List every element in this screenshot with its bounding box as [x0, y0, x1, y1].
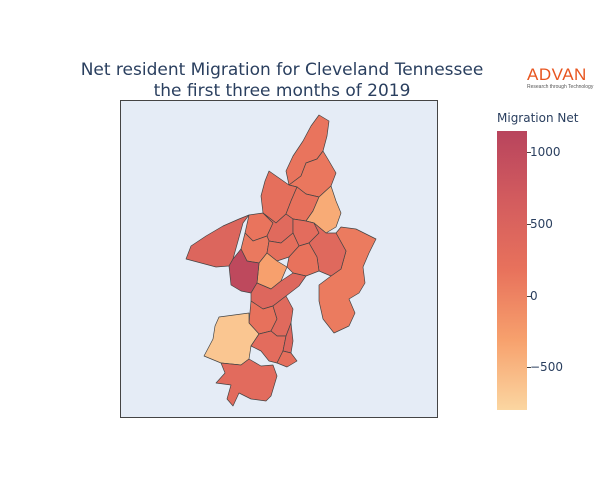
region-west-large[interactable]	[185, 214, 250, 268]
region-south-d[interactable]	[282, 322, 294, 354]
colorbar-gradient	[497, 131, 527, 410]
map-title: Net resident Migration for Cleveland Ten…	[60, 60, 504, 102]
colorbar-tick-mark	[527, 152, 531, 153]
region-ne-pale[interactable]	[305, 185, 342, 234]
logo-tagline: Research through Technology	[527, 84, 594, 90]
map-title-line-1: Net resident Migration for Cleveland Ten…	[80, 60, 484, 80]
region-south-bottom[interactable]	[215, 358, 278, 407]
region-layer[interactable]	[185, 114, 377, 407]
advan-logo: ADVAN Research through Technology	[527, 66, 597, 91]
region-center-right[interactable]	[286, 242, 320, 277]
colorbar-tick-mark	[527, 224, 531, 225]
colorbar-title: Migration Net	[497, 111, 579, 125]
colorbar-tick-label: −500	[530, 360, 563, 374]
colorbar-tick-mark	[527, 367, 531, 368]
logo-wordmark: ADVAN	[527, 65, 587, 84]
region-dark-west[interactable]	[228, 248, 260, 294]
region-south-e[interactable]	[276, 350, 298, 368]
map-title-line-2: the first three months of 2019	[153, 81, 411, 101]
colorbar-tick-label: 0	[530, 289, 538, 303]
colorbar-tick-label: 500	[530, 217, 553, 231]
map-area[interactable]	[120, 100, 438, 418]
colorbar-tick-label: 1000	[530, 145, 561, 159]
map-canvas[interactable]	[121, 101, 439, 419]
region-south-corridor[interactable]	[250, 272, 307, 310]
colorbar-tick-mark	[527, 296, 531, 297]
region-center-e[interactable]	[308, 222, 347, 277]
